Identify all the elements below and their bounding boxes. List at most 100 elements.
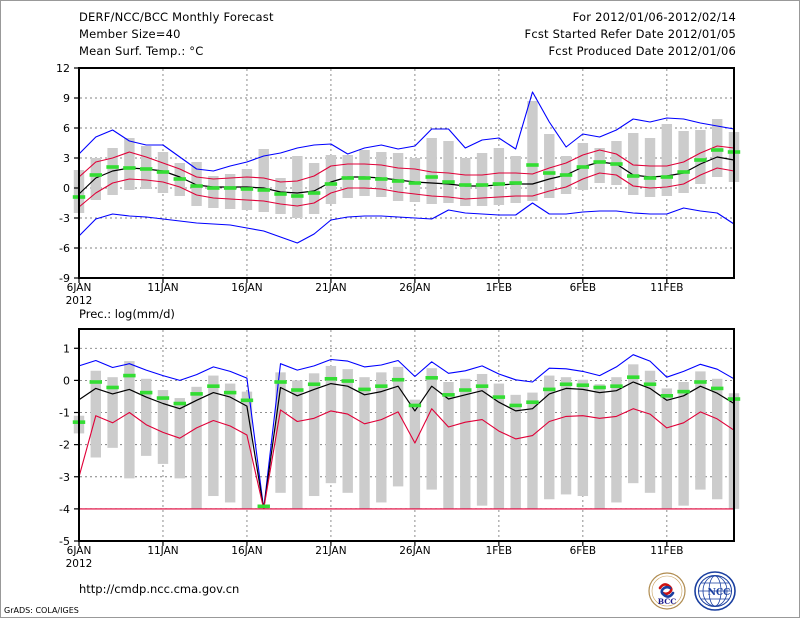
median-mark bbox=[694, 380, 707, 384]
plot-frame bbox=[78, 328, 735, 542]
box-bar bbox=[224, 174, 236, 209]
median-mark bbox=[610, 162, 623, 166]
box-bar bbox=[594, 384, 605, 509]
box-bar bbox=[594, 148, 605, 183]
box-bar bbox=[695, 130, 706, 184]
x-tick-label: 26JAN bbox=[399, 545, 430, 557]
median-mark bbox=[207, 186, 220, 190]
box-bar bbox=[342, 369, 353, 493]
y-tick-label: 1 bbox=[63, 342, 70, 355]
median-mark bbox=[173, 177, 186, 181]
median-mark bbox=[526, 163, 539, 167]
variable-label: Mean Surf. Temp.: °C bbox=[79, 44, 204, 58]
box-bar bbox=[560, 377, 572, 495]
box-bar bbox=[611, 377, 622, 503]
box-bar bbox=[124, 138, 135, 190]
box-bar bbox=[695, 371, 706, 490]
median-mark bbox=[257, 188, 270, 192]
box-bar bbox=[409, 399, 421, 509]
box-bar bbox=[275, 178, 286, 214]
median-mark bbox=[660, 394, 674, 398]
median-mark bbox=[307, 191, 321, 195]
y-tick-label: -2 bbox=[59, 439, 70, 452]
median-mark bbox=[543, 387, 556, 392]
box-bar bbox=[191, 162, 202, 206]
box-bar bbox=[292, 380, 303, 509]
median-mark bbox=[324, 376, 338, 381]
y-tick-label: -3 bbox=[59, 471, 70, 484]
x-tick-label: 1FEB bbox=[486, 545, 513, 557]
box-bar bbox=[140, 378, 152, 456]
series-q75 bbox=[78, 145, 735, 183]
y-tick-label: 9 bbox=[63, 92, 70, 105]
x-tick-label: 21JAN bbox=[315, 282, 346, 294]
median-mark bbox=[375, 177, 388, 181]
box-bar bbox=[527, 392, 538, 509]
median-mark bbox=[190, 184, 203, 188]
median-mark bbox=[694, 158, 707, 162]
x-axis-year-label: 2012 bbox=[66, 295, 93, 307]
median-mark bbox=[710, 148, 724, 152]
x-tick-label: 11JAN bbox=[147, 282, 178, 294]
website-url[interactable]: http://cmdp.ncc.cma.gov.cn bbox=[79, 582, 240, 596]
median-mark bbox=[274, 192, 287, 196]
median-mark bbox=[156, 396, 170, 400]
median-mark bbox=[425, 376, 438, 380]
bcc-logo: BCC bbox=[648, 572, 686, 610]
box-bar bbox=[544, 375, 555, 500]
y-tick-label: 0 bbox=[63, 182, 70, 195]
median-mark bbox=[358, 387, 371, 392]
box-bar bbox=[392, 366, 404, 487]
median-mark bbox=[173, 401, 186, 406]
median-mark bbox=[425, 175, 438, 179]
median-mark bbox=[408, 181, 422, 185]
median-mark bbox=[274, 380, 287, 384]
series-mean bbox=[78, 156, 735, 195]
median-mark bbox=[576, 165, 590, 169]
median-mark bbox=[106, 165, 119, 169]
x-tick-label: 6JAN bbox=[67, 545, 92, 557]
forecast-start-date-label: Fcst Started Refer Date 2012/01/05 bbox=[524, 27, 736, 41]
y-tick-label: -9 bbox=[59, 272, 70, 285]
median-mark bbox=[442, 180, 455, 184]
box-bar bbox=[90, 370, 102, 458]
box-bar bbox=[224, 383, 236, 503]
box-bar bbox=[359, 377, 370, 509]
box-bar bbox=[644, 138, 656, 197]
y-tick-label: 12 bbox=[56, 62, 70, 75]
box-bar bbox=[292, 156, 303, 218]
precipitation-axis-title: Prec.: log(mm/d) bbox=[79, 307, 175, 321]
median-mark bbox=[677, 389, 690, 394]
box-bar bbox=[678, 382, 689, 506]
median-mark bbox=[341, 379, 354, 383]
median-marks bbox=[72, 148, 741, 199]
y-tick-label: -6 bbox=[59, 242, 70, 255]
median-mark bbox=[559, 382, 573, 387]
y-tick-label: -4 bbox=[59, 503, 70, 516]
grads-credit: GrADS: COLA/IGES bbox=[4, 606, 79, 615]
box-bar bbox=[476, 373, 488, 506]
box-bar bbox=[426, 368, 437, 490]
median-mark bbox=[475, 183, 489, 187]
x-tick-label: 11FEB bbox=[650, 545, 683, 557]
median-mark bbox=[459, 183, 472, 187]
box-bar bbox=[661, 388, 673, 509]
x-tick-label: 11FEB bbox=[650, 282, 683, 294]
median-mark bbox=[593, 385, 606, 390]
svg-text:NCC: NCC bbox=[708, 588, 731, 598]
median-mark bbox=[123, 166, 136, 170]
median-mark bbox=[459, 388, 472, 392]
box-bar bbox=[711, 119, 723, 177]
x-tick-label: 11JAN bbox=[147, 545, 178, 557]
median-mark bbox=[442, 393, 455, 397]
median-mark bbox=[190, 392, 203, 396]
box-bar bbox=[90, 158, 102, 200]
series-max bbox=[78, 354, 735, 510]
box-bar bbox=[258, 149, 269, 212]
median-mark bbox=[593, 160, 606, 164]
x-tick-label: 6JAN bbox=[67, 282, 92, 294]
x-tick-label: 6FEB bbox=[570, 282, 597, 294]
median-mark bbox=[643, 176, 657, 180]
median-mark bbox=[492, 182, 506, 186]
